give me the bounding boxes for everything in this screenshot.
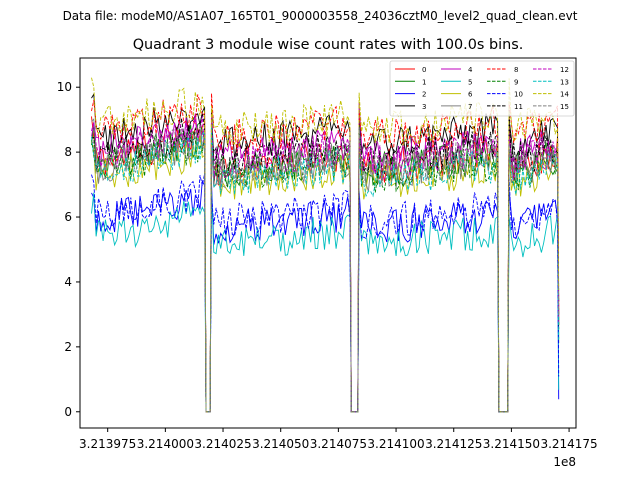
- y-axis: 0 2 4 6 8 10: [57, 80, 80, 419]
- y-tick-label: 10: [57, 80, 72, 94]
- legend-label-14: 14: [560, 91, 569, 99]
- x-tick-label: 3.214050: [252, 437, 309, 451]
- legend-label-7: 7: [468, 103, 472, 111]
- series-line-10: [91, 173, 560, 413]
- x-tick-label: 3.214000: [137, 437, 194, 451]
- x-axis: 3.213975 3.214000 3.214025 3.214050 3.214075…: [79, 428, 598, 451]
- series-line-8: [91, 93, 560, 413]
- legend-label-1: 1: [422, 78, 426, 86]
- x-tick-label: 3.214150: [483, 437, 540, 451]
- series-line-5: [91, 190, 560, 413]
- y-tick-label: 6: [64, 210, 72, 224]
- legend-label-2: 2: [422, 91, 426, 99]
- legend-label-8: 8: [514, 66, 518, 74]
- series-line-12: [91, 114, 560, 413]
- legend-label-9: 9: [514, 78, 518, 86]
- y-tick-label: 8: [64, 145, 72, 159]
- y-tick-label: 0: [64, 405, 72, 419]
- series-line-9: [91, 128, 560, 413]
- x-tick-label: 3.214075: [310, 437, 367, 451]
- x-tick-label: 3.214025: [194, 437, 251, 451]
- legend-label-13: 13: [560, 78, 569, 86]
- y-tick-label: 2: [64, 340, 72, 354]
- legend-label-15: 15: [560, 103, 569, 111]
- plot-frame: [79, 57, 577, 429]
- y-tick-label: 4: [64, 275, 72, 289]
- series-line-2: [91, 179, 560, 413]
- legend-label-10: 10: [514, 91, 523, 99]
- legend-label-11: 11: [514, 103, 523, 111]
- chart-title: Quadrant 3 module wise count rates with …: [133, 37, 524, 53]
- series-line-13: [91, 125, 560, 413]
- legend-label-12: 12: [560, 66, 569, 74]
- suptitle: Data file: modeM0/AS1A07_165T01_90000035…: [63, 9, 578, 23]
- legend-label-0: 0: [422, 66, 426, 74]
- legend-label-4: 4: [468, 66, 473, 74]
- legend-box: [389, 60, 575, 117]
- x-tick-label: 3.213975: [79, 437, 136, 451]
- x-offset-label: 1e8: [553, 455, 576, 469]
- x-tick-label: 3.214125: [425, 437, 482, 451]
- legend-label-6: 6: [468, 91, 473, 99]
- legend-label-5: 5: [468, 78, 472, 86]
- legend-label-3: 3: [422, 103, 426, 111]
- series-line-6: [91, 135, 560, 413]
- series-layer: [91, 77, 560, 413]
- series-line-15: [91, 125, 560, 413]
- x-tick-label: 3.214100: [367, 437, 424, 451]
- x-tick-label: 3.214175: [540, 437, 597, 451]
